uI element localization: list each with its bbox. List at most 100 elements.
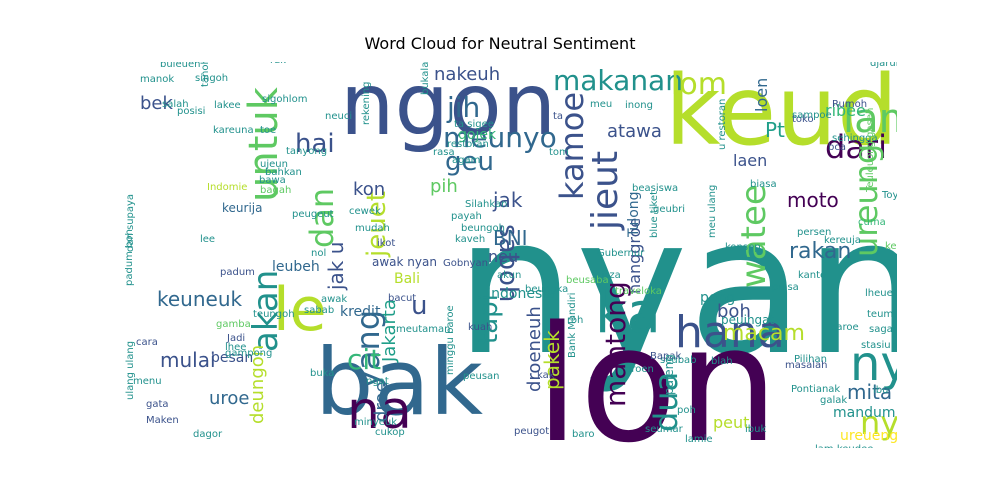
word-silahkan: Silahkan: [465, 199, 507, 210]
word-droe: droe: [371, 381, 392, 422]
word-atawa: atawa: [607, 121, 662, 142]
word-payah: payah: [451, 211, 482, 222]
word-nanggroe: nanggroe: [625, 218, 644, 294]
word-gubernur: Gubernur: [597, 248, 645, 259]
word-peuingat: peuingat: [721, 313, 775, 327]
word-meu: meu: [590, 99, 612, 110]
word-beungka: beungka: [525, 284, 568, 295]
word-mudah: mudah: [355, 223, 390, 234]
word-lon: lon: [535, 291, 779, 448]
word-traveloka: traveloka: [615, 286, 662, 297]
word-padum: padum: [220, 267, 255, 278]
word-djarum: djarum: [870, 62, 897, 69]
word-neuci: neuci: [325, 111, 352, 122]
word-buka: buka: [310, 368, 334, 379]
word-leubeh: leubeh: [272, 259, 320, 275]
word-rakan: rakan: [789, 239, 851, 264]
word-singoh: singoh: [195, 73, 228, 84]
word-bahkan: bahkan: [265, 167, 302, 178]
word-bni: BNI: [493, 226, 528, 250]
word-paleng: paleng: [662, 354, 676, 395]
word-tulong: Tulong: [626, 191, 642, 238]
word-bca: bca: [828, 142, 846, 153]
word-peng: peng: [700, 290, 735, 306]
word-tanyong: tanyong: [286, 146, 327, 157]
word-sehingga: sehingga: [832, 133, 878, 144]
word-jeuet: jeuet: [362, 191, 392, 258]
word-gata: gata: [146, 399, 169, 410]
word-inong: inong: [625, 100, 653, 111]
word-kereuja: kereuja: [824, 235, 861, 246]
word-pakek: pakek: [540, 330, 564, 390]
word-ngon: ngon: [340, 62, 556, 155]
word-ibuk: ibuk: [745, 424, 766, 435]
word-le: le: [273, 275, 327, 345]
word-bacut: bacut: [388, 293, 416, 304]
word-toko: toko: [792, 114, 814, 125]
word-peut: peut: [713, 413, 749, 432]
word-sampoe: sampoe: [792, 110, 832, 121]
word-akan: akan: [246, 270, 286, 352]
word-uroe: uroe: [209, 388, 250, 409]
word-indomie: Indomie: [207, 182, 247, 193]
word-bapak: Bapak: [650, 351, 681, 362]
word-yang: yang: [349, 310, 387, 389]
word-geubri: geubri: [653, 204, 685, 215]
word-toe: toe: [260, 125, 276, 136]
word-cukop: cukop: [375, 427, 405, 438]
word-salah: salah: [162, 99, 189, 110]
word-bukalapak: bukalapak: [420, 62, 431, 95]
word-bawa: bawa: [259, 175, 286, 186]
word-rekening: rekening: [361, 82, 372, 125]
word-hana: hana: [675, 307, 785, 358]
word-kon: kon: [353, 179, 385, 200]
word-deungon: deungon: [247, 345, 268, 424]
word-jadi: Jadi: [226, 333, 245, 344]
word-jih: jih: [446, 91, 480, 124]
word-gojek: gojek: [458, 127, 497, 143]
word-mandum: mandum: [833, 405, 896, 421]
word-lakee: lakee: [214, 100, 241, 111]
word-minyeuk: minyeuk: [354, 417, 397, 428]
word-cewek: cewek: [349, 206, 381, 217]
word-cara: cara: [136, 337, 158, 348]
word-lam-keudee: lam keudee: [815, 444, 873, 448]
word-toyota: Toyota: [881, 190, 897, 201]
word-na: na: [347, 381, 412, 441]
word-cit: cit: [347, 343, 381, 376]
word-stasiun: stasiun: [861, 340, 897, 351]
word-sigohlom: sigohlom: [262, 94, 307, 105]
word-beungoh: beungoh: [461, 223, 505, 234]
word-keudi: keudi: [665, 62, 897, 167]
word-geu: geu: [445, 147, 494, 177]
word-dari: dari: [825, 128, 887, 166]
word-buleuen: buleuen: [160, 62, 200, 70]
word-meutaman: meutaman: [396, 324, 451, 335]
word-awak-nyan: awak nyan: [372, 255, 437, 269]
word-masalah: masalah: [785, 360, 827, 371]
word-pulsa: pulsa: [772, 282, 799, 293]
word-bagah: bagah: [260, 185, 291, 196]
word-mita: mita: [847, 380, 892, 404]
word-ka: ka: [595, 281, 661, 346]
word-makanan: makanan: [553, 64, 683, 97]
word-moto: moto: [787, 188, 839, 212]
word-persen: persen: [797, 227, 831, 238]
word-keuneuk: keuneuk: [157, 287, 243, 311]
word-dagor: dagor: [193, 429, 223, 440]
word-gamba: gamba: [216, 319, 251, 330]
word-lhee: lhee: [225, 342, 246, 353]
word-kuah: kuah: [468, 322, 492, 333]
word-menu: menu: [133, 376, 162, 387]
word-pilihan: Pilihan: [794, 354, 827, 365]
word-ikot: ikot: [377, 238, 395, 249]
word-gobnyan: Gobnyan: [443, 258, 488, 269]
word-rak: rak: [270, 62, 286, 66]
word-nakeuh: nakeuh: [434, 64, 500, 85]
word-jak: jak: [492, 188, 523, 212]
word-beasiswa: beasiswa: [632, 183, 678, 194]
word-kaveh: kaveh: [455, 234, 485, 245]
word-ribee: ribee: [825, 101, 866, 120]
word-tom: tom: [549, 147, 569, 158]
word-ulang-ulang: ulang ulang: [125, 341, 136, 400]
